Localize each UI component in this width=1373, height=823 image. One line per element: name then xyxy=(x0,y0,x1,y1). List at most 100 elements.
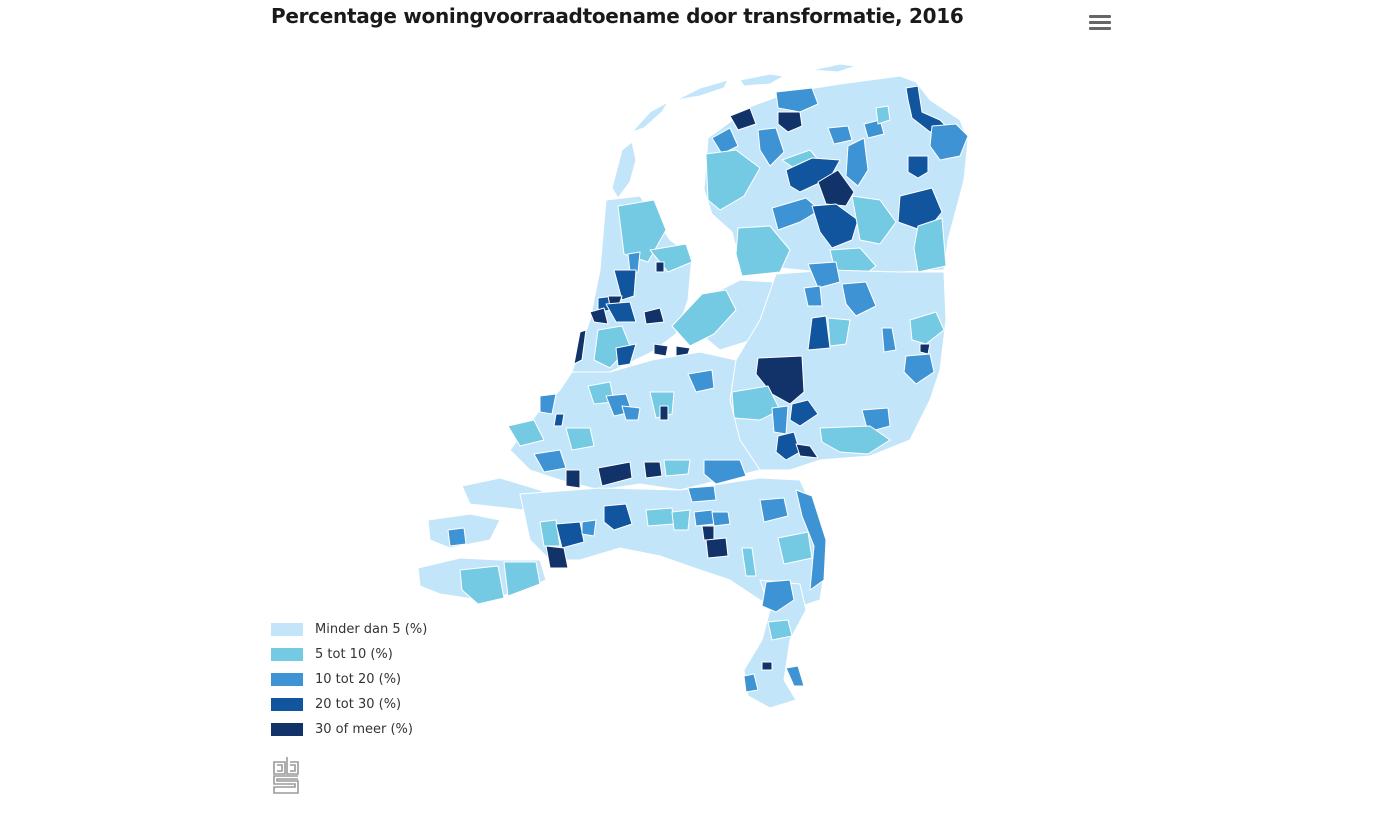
region-limburg-base[interactable] xyxy=(743,579,807,709)
region[interactable] xyxy=(759,497,789,523)
region[interactable] xyxy=(827,317,851,347)
legend-item-minder-dan-5[interactable]: Minder dan 5 (%) xyxy=(271,617,427,642)
region[interactable] xyxy=(735,225,791,277)
region[interactable] xyxy=(613,269,637,301)
legend-label: 20 tot 30 (%) xyxy=(315,697,402,712)
region[interactable] xyxy=(643,461,663,479)
region[interactable] xyxy=(907,155,929,179)
region[interactable] xyxy=(913,217,947,273)
region[interactable] xyxy=(903,353,935,385)
region[interactable] xyxy=(711,511,731,527)
region[interactable] xyxy=(909,311,945,345)
region[interactable] xyxy=(705,149,761,211)
region[interactable] xyxy=(565,469,581,489)
region[interactable] xyxy=(545,545,569,569)
chart-title: Percentage woningvoorraadtoename door tr… xyxy=(271,4,964,28)
region[interactable] xyxy=(761,661,773,671)
region[interactable] xyxy=(841,281,877,317)
region[interactable] xyxy=(581,519,597,537)
region[interactable] xyxy=(743,673,759,693)
region[interactable] xyxy=(701,525,715,541)
region[interactable] xyxy=(789,399,819,427)
region[interactable] xyxy=(795,443,819,459)
region[interactable] xyxy=(795,489,827,591)
region[interactable] xyxy=(851,195,897,245)
region[interactable] xyxy=(687,369,715,393)
legend-item-30-of-meer[interactable]: 30 of meer (%) xyxy=(271,717,427,742)
region[interactable] xyxy=(659,405,669,421)
region[interactable] xyxy=(507,419,545,447)
region[interactable] xyxy=(777,531,813,565)
region[interactable] xyxy=(617,199,667,263)
region[interactable] xyxy=(621,405,641,421)
region-vlieland[interactable] xyxy=(631,101,669,133)
region[interactable] xyxy=(603,503,633,531)
region[interactable] xyxy=(573,329,587,365)
region[interactable] xyxy=(875,105,891,125)
region[interactable] xyxy=(645,507,675,527)
region-ameland[interactable] xyxy=(739,73,785,87)
region[interactable] xyxy=(863,119,885,139)
region[interactable] xyxy=(757,127,785,167)
region[interactable] xyxy=(845,137,869,187)
region[interactable] xyxy=(807,261,841,289)
region[interactable] xyxy=(785,665,805,687)
region[interactable] xyxy=(817,169,855,207)
region[interactable] xyxy=(827,125,853,145)
legend-label: 5 tot 10 (%) xyxy=(315,647,393,662)
region[interactable] xyxy=(777,111,803,133)
region[interactable] xyxy=(459,565,505,605)
region[interactable] xyxy=(811,203,859,249)
region[interactable] xyxy=(775,87,819,113)
region[interactable] xyxy=(741,547,757,577)
region[interactable] xyxy=(807,315,831,351)
region[interactable] xyxy=(539,393,557,415)
region[interactable] xyxy=(447,527,467,547)
region[interactable] xyxy=(655,261,665,273)
region[interactable] xyxy=(533,449,567,473)
region[interactable] xyxy=(553,413,565,427)
region[interactable] xyxy=(653,343,669,357)
region[interactable] xyxy=(771,197,821,231)
region[interactable] xyxy=(729,107,757,131)
region-texel[interactable] xyxy=(611,141,637,199)
legend-label: 10 tot 20 (%) xyxy=(315,672,402,687)
region[interactable] xyxy=(775,431,801,461)
region[interactable] xyxy=(929,123,969,161)
region[interactable] xyxy=(615,343,637,367)
region[interactable] xyxy=(671,289,737,347)
legend-swatch xyxy=(271,623,303,636)
menu-bar xyxy=(1089,27,1111,30)
region[interactable] xyxy=(705,537,729,559)
legend-item-5-tot-10[interactable]: 5 tot 10 (%) xyxy=(271,642,427,667)
menu-bar xyxy=(1089,15,1111,18)
region[interactable] xyxy=(881,327,897,353)
region[interactable] xyxy=(503,561,541,597)
region[interactable] xyxy=(687,485,717,503)
region[interactable] xyxy=(627,251,641,273)
legend-item-10-tot-20[interactable]: 10 tot 20 (%) xyxy=(271,667,427,692)
region[interactable] xyxy=(539,519,561,547)
region[interactable] xyxy=(589,307,609,325)
region[interactable] xyxy=(671,509,691,531)
region[interactable] xyxy=(919,343,931,355)
legend-item-20-tot-30[interactable]: 20 tot 30 (%) xyxy=(271,692,427,717)
region[interactable] xyxy=(597,461,633,487)
region[interactable] xyxy=(755,355,805,405)
region[interactable] xyxy=(643,307,665,325)
region[interactable] xyxy=(803,285,823,307)
region[interactable] xyxy=(819,425,891,455)
region[interactable] xyxy=(565,427,595,451)
region-schiermonnikoog[interactable] xyxy=(811,63,857,73)
region[interactable] xyxy=(605,301,637,323)
region[interactable] xyxy=(693,509,715,527)
region[interactable] xyxy=(767,619,793,641)
region[interactable] xyxy=(761,579,795,613)
hamburger-menu-button[interactable] xyxy=(1088,12,1112,34)
region[interactable] xyxy=(771,405,789,435)
region[interactable] xyxy=(555,521,585,549)
region[interactable] xyxy=(663,459,691,477)
region[interactable] xyxy=(711,127,739,155)
region[interactable] xyxy=(703,459,747,485)
region-terschelling[interactable] xyxy=(675,79,729,101)
